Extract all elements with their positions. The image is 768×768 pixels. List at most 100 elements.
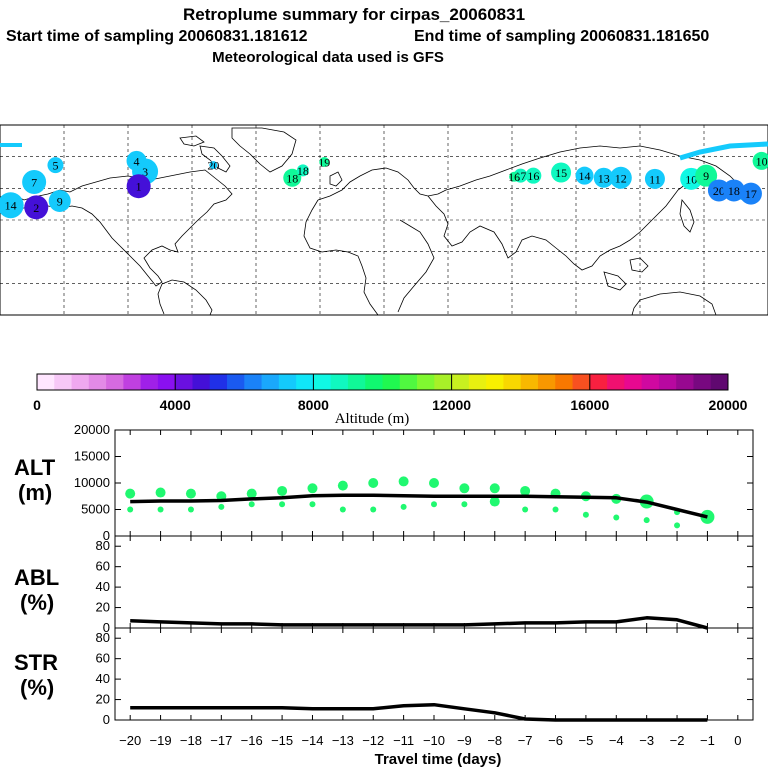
colorbar-cell	[261, 374, 280, 390]
colorbar-cell	[537, 374, 556, 390]
altitude-scatter-point	[520, 485, 531, 496]
x-tick-label: −11	[393, 733, 414, 748]
str-label-line1: STR	[14, 650, 58, 675]
plume-point	[722, 179, 745, 202]
plume-point	[22, 170, 47, 194]
plume-day-label: 16	[527, 169, 539, 183]
colorbar-cell	[330, 374, 349, 390]
series-line	[130, 616, 708, 630]
altitude-scatter-point	[431, 501, 437, 508]
plume-day-label: 20	[207, 159, 219, 173]
colorbar-tick-label: 0	[33, 397, 41, 413]
plume-day-label: 18	[728, 184, 740, 198]
abl-panel-frame	[114, 535, 754, 629]
colorbar-cell	[278, 374, 297, 390]
altitude-scatter-point	[155, 487, 166, 498]
colorbar-cell	[434, 374, 452, 390]
altitude-scatter-point	[398, 476, 409, 487]
x-tick-label: −8	[487, 733, 502, 748]
colorbar-cell	[693, 374, 712, 390]
plume-point	[644, 168, 665, 189]
plume-day-label: 9	[57, 195, 63, 209]
plume-day-label: 10	[685, 172, 697, 186]
colorbar-cell	[71, 374, 90, 390]
altitude-scatter-point	[309, 501, 316, 508]
altitude-scatter-point	[246, 488, 257, 499]
altitude-scatter-point	[337, 480, 348, 491]
x-tick-label: −17	[210, 733, 232, 748]
colorbar-cell	[520, 374, 539, 390]
colorbar-cell	[106, 374, 124, 390]
colorbar-cell	[88, 374, 107, 390]
colorbar-cell	[589, 374, 608, 390]
x-tick-label: −6	[548, 733, 563, 748]
alt-label-line2: (m)	[18, 480, 52, 505]
plume-point	[126, 150, 147, 171]
altitude-scatter-point	[461, 501, 468, 508]
colorbar-cell	[572, 374, 591, 390]
colorbar-cell	[244, 374, 262, 390]
plume-day-label: 18	[286, 171, 298, 185]
x-tick-label: −15	[271, 733, 293, 748]
colorbar-cell	[365, 374, 383, 390]
title-line1: Retroplume summary for cirpas_20060831	[183, 5, 525, 24]
altitude-scatter-point	[613, 514, 620, 521]
altitude-scatter-point	[643, 517, 650, 524]
altitude-scatter-point	[307, 483, 318, 494]
colorbar-cell	[503, 374, 522, 390]
altitude-scatter-point	[400, 503, 407, 510]
x-tick-label: −18	[180, 733, 202, 748]
x-tick-label: −19	[150, 733, 172, 748]
colorbar-cell	[37, 374, 55, 390]
title-start-time: Start time of sampling 20060831.181612	[6, 28, 308, 45]
plume-point	[739, 182, 762, 205]
colorbar-tick-label: 16000	[570, 397, 609, 413]
x-tick-label: −20	[119, 733, 141, 748]
coastlines	[0, 127, 749, 316]
colorbar-tick-label: 20000	[709, 397, 748, 413]
x-tick-label: −13	[332, 733, 354, 748]
plume-day-label: 2	[33, 201, 39, 215]
plume-point	[126, 174, 151, 199]
altitude-scatter-point	[125, 488, 136, 499]
altitude-colorbar: 0 4000 8000 12000 16000 20000 Altitude (m)	[33, 373, 748, 427]
colorbar-cell	[227, 374, 245, 390]
altitude-scatter-point	[127, 506, 134, 513]
plume-day-label: 18	[297, 164, 309, 178]
colorbar-cell	[399, 374, 418, 390]
altitude-scatter-point	[674, 522, 681, 529]
trajectory-arc	[679, 141, 768, 161]
colorbar-cell	[175, 374, 193, 390]
time-series-panels: 05000100001500020000020406080020406080−2…	[14, 422, 754, 768]
plume-day-label: 13	[598, 171, 610, 185]
altitude-scatter-point	[489, 496, 500, 507]
altitude-scatter-point	[277, 485, 288, 496]
y-tick-label: 20	[96, 692, 110, 707]
colorbar-cell	[382, 374, 401, 390]
plume-day-label: 19	[318, 155, 330, 169]
plume-point	[593, 167, 614, 188]
plume-day-label: 9	[703, 169, 709, 183]
str-label-line2: (%)	[20, 675, 54, 700]
altitude-scatter-point	[552, 506, 559, 513]
altitude-scatter-point	[248, 501, 255, 508]
colorbar-cell	[209, 374, 228, 390]
y-tick-label: 80	[96, 630, 110, 645]
colorbar-cell	[296, 374, 314, 390]
plume-day-label: 12	[615, 171, 627, 185]
x-tick-label: −14	[301, 733, 323, 748]
plume-day-label: 14	[5, 199, 17, 213]
colorbar-cell	[157, 374, 176, 390]
x-tick-label: −2	[670, 733, 685, 748]
x-tick-label: −10	[423, 733, 445, 748]
plume-point	[525, 167, 542, 184]
title-met-data: Meteorological data used is GFS	[212, 49, 444, 66]
plume-point	[551, 162, 572, 183]
plume-day-label: 5	[52, 159, 58, 173]
plume-point	[209, 161, 218, 170]
plume-day-label: 17	[745, 187, 757, 201]
plume-point	[509, 171, 520, 182]
colorbar-cell	[313, 374, 332, 390]
